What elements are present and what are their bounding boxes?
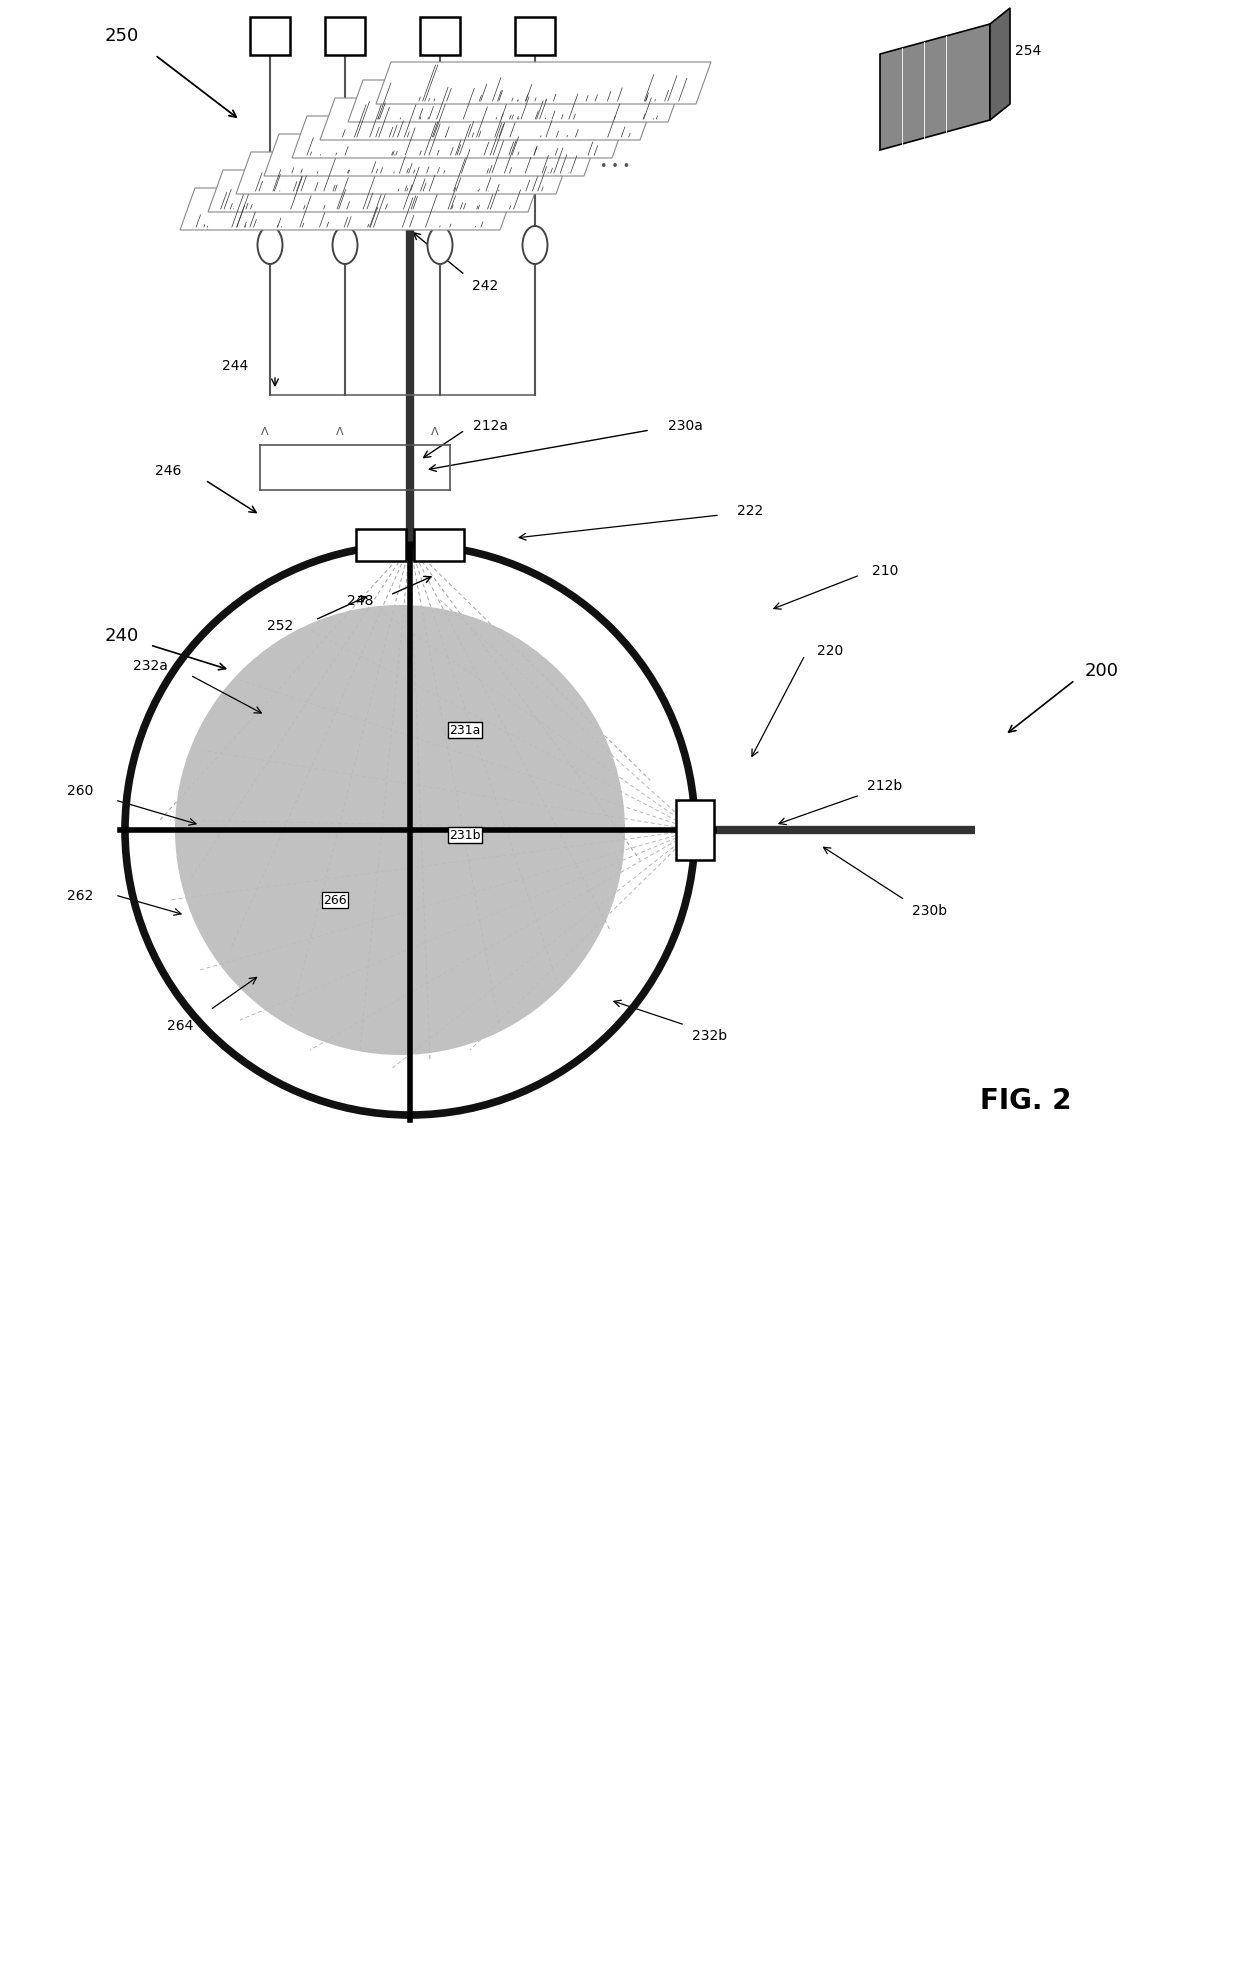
Polygon shape xyxy=(208,170,543,214)
Text: 252: 252 xyxy=(267,618,293,634)
Polygon shape xyxy=(320,99,655,141)
Ellipse shape xyxy=(332,228,357,265)
Polygon shape xyxy=(990,10,1011,121)
Text: 212b: 212b xyxy=(867,778,903,792)
Bar xyxy=(414,531,464,562)
Bar xyxy=(517,162,553,170)
Text: 250: 250 xyxy=(105,28,139,46)
Text: 230b: 230b xyxy=(913,903,947,917)
Text: 220: 220 xyxy=(817,644,843,657)
Ellipse shape xyxy=(428,228,453,265)
Bar xyxy=(325,18,365,55)
Bar xyxy=(356,531,405,562)
Polygon shape xyxy=(236,152,570,194)
Text: FIG. 2: FIG. 2 xyxy=(980,1087,1071,1115)
Bar xyxy=(676,800,714,861)
Bar xyxy=(252,156,288,160)
Ellipse shape xyxy=(258,228,283,265)
Polygon shape xyxy=(376,63,711,105)
Circle shape xyxy=(175,606,625,1055)
Text: 260: 260 xyxy=(67,784,93,798)
Text: 246: 246 xyxy=(155,463,181,477)
Text: 212a: 212a xyxy=(472,420,507,434)
Text: 200: 200 xyxy=(1085,661,1118,679)
Text: 242: 242 xyxy=(472,279,498,293)
Bar xyxy=(250,18,290,55)
Text: 262: 262 xyxy=(67,889,93,903)
Text: 232b: 232b xyxy=(692,1028,728,1043)
Text: 244: 244 xyxy=(222,358,248,372)
Bar xyxy=(422,162,458,170)
Bar xyxy=(327,162,363,170)
Bar xyxy=(515,18,556,55)
Polygon shape xyxy=(291,117,627,158)
Polygon shape xyxy=(180,188,515,232)
Text: 231b: 231b xyxy=(449,830,481,842)
Bar xyxy=(327,156,363,160)
Text: 231a: 231a xyxy=(449,725,481,737)
Polygon shape xyxy=(264,135,599,176)
Bar xyxy=(420,18,460,55)
Text: 232a: 232a xyxy=(133,659,167,673)
Text: 248: 248 xyxy=(347,594,373,608)
Text: $\Lambda$: $\Lambda$ xyxy=(430,426,440,438)
Text: $\Lambda$: $\Lambda$ xyxy=(335,426,345,438)
Polygon shape xyxy=(348,81,683,123)
Text: 240: 240 xyxy=(105,628,139,645)
Text: $\Lambda$: $\Lambda$ xyxy=(260,426,270,438)
Bar xyxy=(422,156,458,160)
Text: 264: 264 xyxy=(167,1018,193,1032)
Polygon shape xyxy=(880,26,990,150)
Bar xyxy=(517,156,553,160)
Text: 230a: 230a xyxy=(667,420,702,434)
Bar xyxy=(252,162,288,170)
Text: • • •: • • • xyxy=(600,160,630,172)
Text: 266: 266 xyxy=(324,895,347,907)
Ellipse shape xyxy=(522,228,548,265)
Text: 222: 222 xyxy=(737,503,763,517)
Text: 210: 210 xyxy=(872,564,898,578)
Text: 254: 254 xyxy=(1016,44,1042,57)
